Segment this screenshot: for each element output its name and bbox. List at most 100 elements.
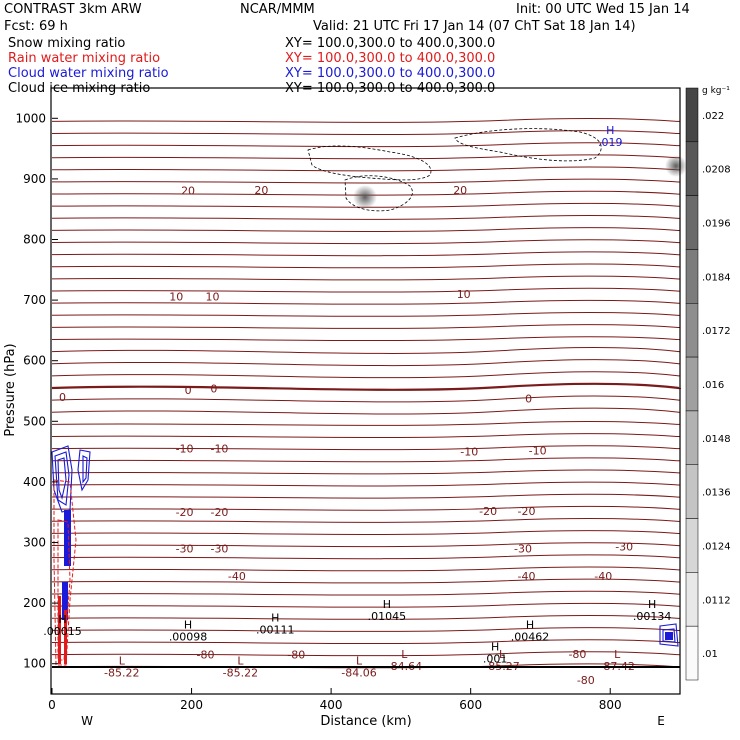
isotherm-line: [51, 118, 681, 123]
isotherm-line: [51, 263, 681, 269]
isotherm-line: [51, 530, 681, 535]
isotherm-label: -40: [228, 570, 246, 583]
legend-snow-xy: XY= 100.0,300.0 to 400.0,300.0: [285, 36, 496, 51]
cloud-ice-core: [353, 185, 377, 209]
isotherm-line: [51, 371, 681, 379]
extremum-marker: H: [491, 640, 499, 653]
extremum-value: .019: [598, 136, 623, 149]
isotherm-line: [51, 639, 681, 645]
isotherm-line: [51, 481, 681, 487]
isotherm-line: [51, 178, 681, 184]
cloud-ice-core: [665, 155, 687, 177]
isotherm-label: 0: [210, 383, 217, 396]
legend-cloudwater-label: Cloud water mixing ratio: [8, 66, 169, 81]
isotherm-label: 20: [254, 184, 268, 197]
isotherm-label: -80: [197, 649, 215, 662]
isotherm-line: [51, 469, 681, 475]
isotherm-line: [51, 299, 681, 305]
colorbar-label: .0184: [702, 272, 731, 283]
colorbar-label: .0172: [702, 326, 731, 337]
y-tick-label: 400: [23, 475, 46, 489]
extremum-value: .00111: [256, 623, 295, 636]
isotherm-label: -40: [518, 570, 536, 583]
extremum-value: .00098: [169, 631, 208, 644]
isotherm-line: [51, 239, 681, 245]
y-tick-label: 1000: [15, 111, 46, 125]
isotherm-label: -30: [176, 543, 194, 556]
isotherm-label: -40: [594, 570, 612, 583]
isotherm-label: -30: [514, 543, 532, 556]
extremum-value: .001: [483, 652, 508, 665]
isotherm-label: 10: [169, 290, 183, 303]
isotherm-line: [51, 359, 681, 367]
isotherm-label: -80: [568, 648, 586, 661]
isotherm-line: [51, 395, 681, 403]
y-axis-label: Pressure (hPa): [3, 343, 18, 436]
colorbar-swatch: [685, 410, 699, 465]
isotherm-label: -10: [460, 446, 478, 459]
isotherm-line: [51, 202, 681, 208]
init-time: Init: 00 UTC Wed 15 Jan 14: [516, 2, 690, 17]
extremum-marker: L: [401, 648, 408, 661]
extremum-marker: L: [237, 654, 244, 667]
x-tick-label: 800: [599, 698, 622, 712]
y-tick-label: 500: [23, 414, 46, 428]
colorbar-label: .0196: [702, 219, 731, 230]
isotherm-line: [51, 346, 681, 354]
colorbar-label: .0136: [702, 488, 731, 499]
colorbar-label: .016: [702, 380, 724, 391]
isotherm-labels: -80 -80 -80 -80 -40 -40 -40 -30 -30 -30 -30 -20 -20 -…: [59, 184, 633, 687]
extremum-marker: L: [614, 648, 621, 661]
isotherm-label: -20: [479, 505, 497, 518]
colorbar-swatch: [685, 195, 699, 250]
extremum-marker: H: [648, 598, 656, 611]
valid-time: Valid: 21 UTC Fri 17 Jan 14 (07 ChT Sat …: [313, 19, 636, 34]
isotherm-line: [51, 457, 681, 463]
extremum-marker: H: [526, 619, 534, 632]
extremum-marker: H: [383, 598, 391, 611]
colorbar-swatch: [685, 249, 699, 304]
isotherm-line: [51, 142, 681, 148]
model-title: CONTRAST 3km ARW: [4, 2, 142, 17]
extremum-value: -85.22: [104, 666, 139, 679]
extremum-value: .00462: [511, 631, 550, 644]
x-tick-label: 0: [48, 698, 56, 712]
colorbar-swatch: [685, 356, 699, 412]
x-axis: 0 200 400 600 800: [48, 688, 622, 712]
isotherm-line: [51, 336, 681, 342]
colorbar-swatch: [685, 141, 699, 196]
isotherm-line: [51, 602, 681, 608]
extremum-marker: H: [271, 611, 279, 624]
cloud-water-core: [62, 510, 673, 640]
extremum-marker: L: [119, 654, 126, 667]
isotherm-label: 0: [59, 391, 66, 404]
isotherm-line: [51, 445, 681, 451]
isotherm-line: [51, 154, 681, 160]
y-tick-label: 600: [23, 354, 46, 368]
isotherm-lines: [51, 118, 682, 669]
isotherm-label: -10: [210, 443, 228, 456]
isotherm-line: [51, 566, 681, 572]
legend-rain-label: Rain water mixing ratio: [8, 51, 161, 66]
plot-frame: [50, 87, 681, 695]
colorbar-swatch: [685, 303, 699, 358]
x-tick-label: 600: [459, 698, 482, 712]
isotherm-line: [51, 517, 681, 523]
colorbar-swatch: [685, 464, 699, 519]
rain-water-core: [58, 596, 67, 664]
isotherm-line: [51, 578, 681, 584]
extremum-marker: H: [184, 619, 192, 632]
y-tick-label: 800: [23, 233, 46, 247]
isotherm-label: -20: [518, 505, 536, 518]
isotherm-label: 10: [205, 290, 219, 303]
colorbar-label: .01: [702, 649, 718, 660]
forecast-hour: Fcst: 69 h: [4, 19, 68, 34]
agency-label: NCAR/MMM: [240, 2, 315, 17]
isotherm-label: 20: [181, 184, 195, 197]
colorbar-label: .0148: [702, 434, 731, 445]
extremum-marker: H: [58, 613, 66, 626]
y-axis: 100 200 300 400 500 600 700 800 900 1000: [15, 111, 58, 671]
west-label: W: [81, 714, 93, 728]
isotherm-line: [51, 275, 681, 281]
